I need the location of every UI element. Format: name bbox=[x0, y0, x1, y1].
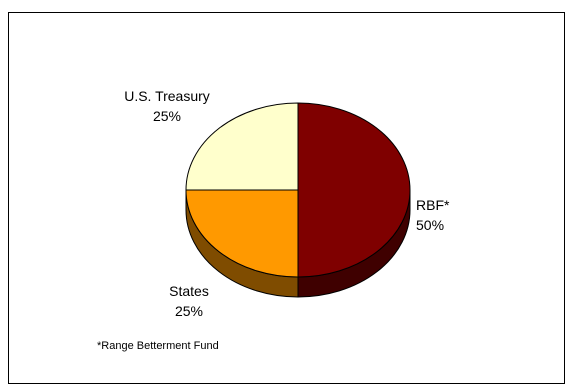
label-rbf-percent: 50% bbox=[416, 217, 444, 233]
pie-slice-u-s-treasury bbox=[185, 102, 299, 191]
label-states: States bbox=[169, 283, 209, 299]
label-rbf: RBF* bbox=[416, 197, 450, 213]
pie-slices bbox=[185, 102, 411, 278]
footnote: *Range Betterment Fund bbox=[97, 340, 219, 352]
pie-slice-rbf bbox=[297, 102, 411, 278]
label-states-percent: 25% bbox=[175, 303, 203, 319]
label-us-treasury-percent: 25% bbox=[153, 108, 181, 124]
label-us-treasury: U.S. Treasury bbox=[124, 88, 210, 104]
pie-slice-states bbox=[185, 189, 299, 278]
